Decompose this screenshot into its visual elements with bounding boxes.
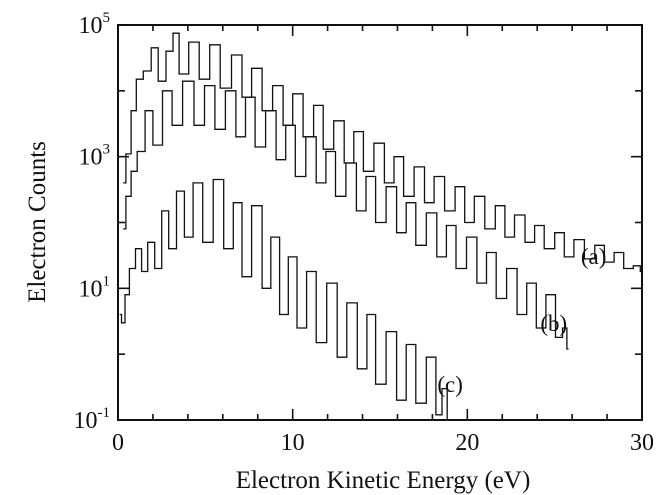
y-tick-label: 101 <box>79 273 111 302</box>
x-tick-label: 20 <box>455 430 479 456</box>
series-line-c <box>119 178 450 421</box>
x-axis-title: Electron Kinetic Energy (eV) <box>236 467 531 494</box>
series-lines <box>119 32 642 421</box>
x-tick-label: 10 <box>281 430 305 456</box>
x-tick-label: 30 <box>630 430 654 456</box>
series-line-a <box>123 32 642 273</box>
tick-marks <box>117 24 643 421</box>
y-tick-label: 105 <box>79 10 111 39</box>
series-labels: (a) (b) (c) <box>437 244 606 397</box>
x-tick-label: 0 <box>112 430 124 456</box>
tick-labels: 0 10 20 30 105 103 101 10-1 <box>74 10 655 456</box>
y-tick-label: 10-1 <box>74 405 111 434</box>
series-label-a: (a) <box>581 244 607 269</box>
series-label-c: (c) <box>437 372 463 397</box>
series-line-b <box>123 80 569 350</box>
y-axis-title: Electron Counts <box>24 141 51 303</box>
y-tick-label: 103 <box>79 142 111 171</box>
series-label-b: (b) <box>540 311 567 336</box>
